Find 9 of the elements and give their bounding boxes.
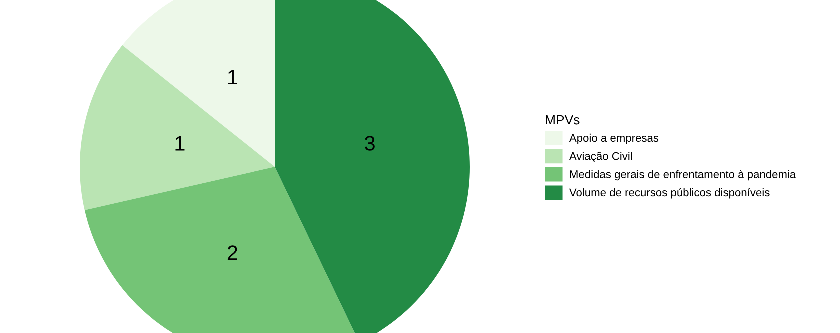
legend-label: Volume de recursos públicos disponíveis (569, 188, 770, 199)
legend-title: MPVs (546, 115, 580, 125)
data-label: 1 (228, 70, 238, 85)
data-label: 1 (176, 136, 185, 151)
legend-label: Medidas gerais de enfrentamento à pandemia (570, 170, 796, 181)
legend-label: Aviação Civil (569, 152, 632, 162)
legend-label: Apoio a empresas (569, 134, 659, 144)
data-label: 2 (228, 246, 238, 260)
data-label: 3 (365, 136, 375, 151)
